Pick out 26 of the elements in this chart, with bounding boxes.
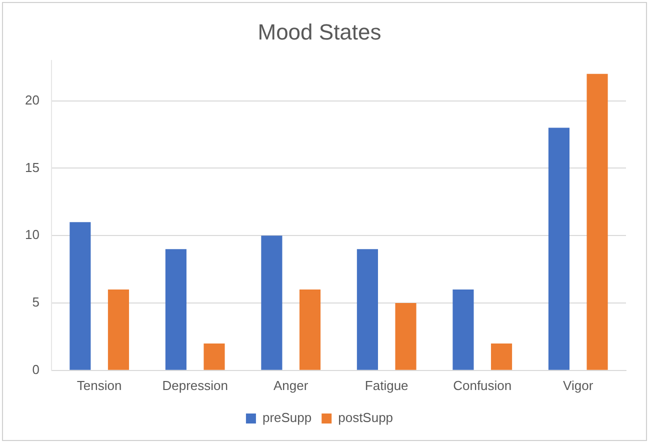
bar <box>299 290 321 370</box>
x-tick-label: Vigor <box>563 378 594 393</box>
bar <box>108 290 130 370</box>
y-tick-label: 15 <box>24 160 40 175</box>
chart-title: Mood States <box>258 19 382 44</box>
bar <box>452 290 474 370</box>
bar <box>395 303 416 370</box>
y-tick-label: 20 <box>24 92 40 108</box>
legend-label: preSupp <box>262 410 312 426</box>
legend-label: postSupp <box>338 410 394 426</box>
y-tick-label: 10 <box>24 227 40 242</box>
bar <box>548 128 570 370</box>
y-tick-label: 5 <box>32 294 40 310</box>
x-tick-label: Anger <box>274 378 309 393</box>
bar <box>586 74 608 370</box>
bar <box>261 236 282 370</box>
x-tick-label: Confusion <box>453 378 512 393</box>
bar <box>490 343 512 370</box>
bar <box>165 249 186 370</box>
y-tick-label: 0 <box>32 362 40 377</box>
x-tick-label: Fatigue <box>364 378 408 393</box>
bar <box>204 343 225 370</box>
x-tick-label: Depression <box>162 378 228 393</box>
bar <box>70 222 91 370</box>
x-tick-label: Tension <box>76 378 122 393</box>
bar <box>356 249 378 370</box>
